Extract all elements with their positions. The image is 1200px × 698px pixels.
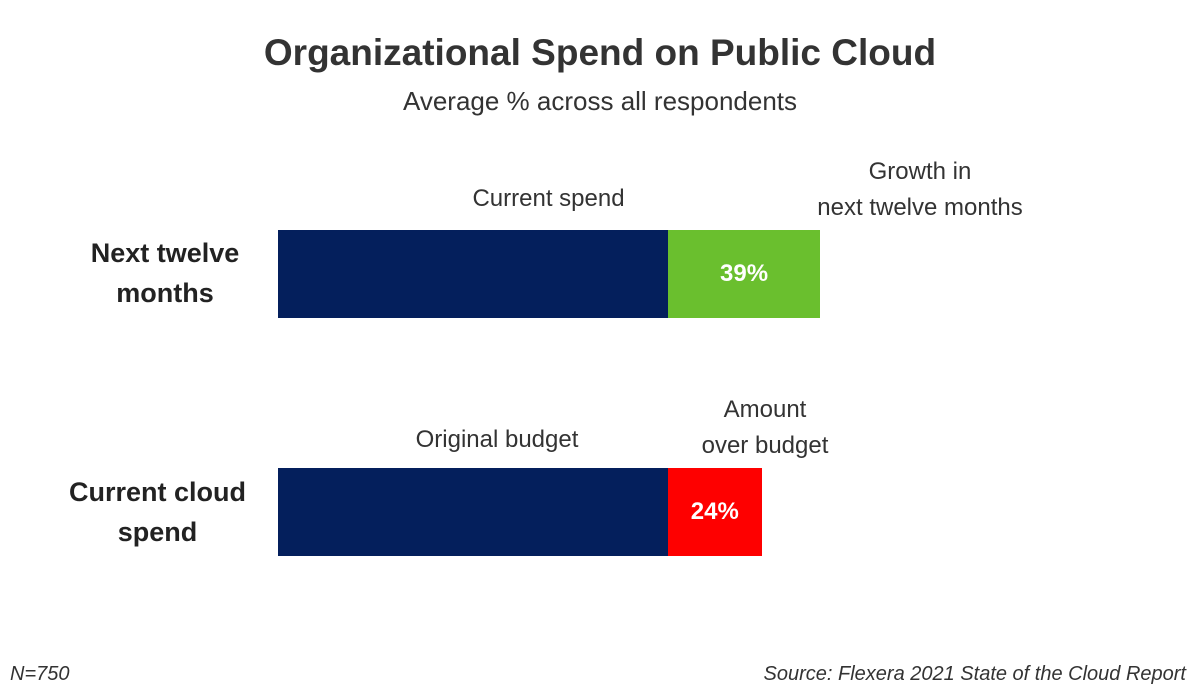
segment-label-over-budget-line-1: Amount	[723, 396, 807, 423]
bar-current-spend	[278, 230, 668, 318]
row-label-next-twelve-months: Next twelve months	[60, 233, 270, 313]
segment-label-original-budget: Original budget	[415, 426, 579, 453]
bar-over-budget	[668, 468, 762, 556]
row-label-line-2: months	[116, 278, 214, 308]
chart-title: Organizational Spend on Public Cloud	[263, 32, 937, 73]
row-label-line-2: spend	[117, 517, 198, 547]
segment-label-over-budget: Amount over budget	[660, 392, 870, 464]
chart-subtitle: Average % across all respondents	[402, 86, 798, 116]
bar-original-budget	[278, 468, 668, 556]
segment-label-growth-line-1: Growth in	[868, 158, 972, 185]
value-label-over-budget: 24%	[690, 498, 739, 525]
segment-label-growth-line-2: next twelve months	[817, 194, 1023, 221]
segment-label-current-spend: Current spend	[472, 185, 625, 212]
segment-label-growth: Growth in next twelve months	[780, 154, 1060, 226]
row-label-current-cloud-spend: Current cloud spend	[45, 472, 270, 552]
row-label-line-1: Current cloud	[68, 477, 246, 507]
value-label-growth: 39%	[720, 260, 769, 287]
sample-size-note: N=750	[10, 663, 70, 685]
row-label-line-1: Next twelve	[90, 238, 240, 268]
bar-growth	[668, 230, 821, 318]
segment-label-over-budget-line-2: over budget	[701, 432, 829, 459]
source-note: Source: Flexera 2021 State of the Cloud …	[763, 663, 1186, 685]
